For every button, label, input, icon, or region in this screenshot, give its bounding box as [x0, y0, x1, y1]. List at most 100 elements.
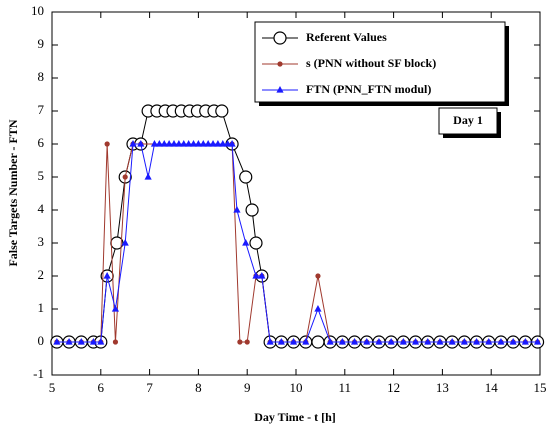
marker	[97, 338, 105, 345]
marker	[103, 272, 111, 279]
y-tick-label: 4	[38, 201, 45, 216]
marker	[121, 239, 129, 246]
marker	[244, 339, 250, 345]
legend-label: Referent Values	[306, 30, 387, 44]
marker	[122, 174, 128, 180]
x-tick-label: 10	[290, 380, 303, 395]
x-tick-label: 11	[339, 380, 352, 395]
marker	[185, 140, 193, 147]
marker	[144, 173, 152, 180]
annotation-box	[438, 107, 498, 135]
marker	[209, 140, 217, 147]
legend-label: FTN (PNN_FTN modul)	[306, 82, 431, 96]
marker	[266, 338, 274, 345]
legend-label: s (PNN without SF block)	[306, 56, 436, 70]
marker	[150, 140, 159, 147]
marker	[533, 338, 542, 345]
marker	[228, 140, 236, 147]
marker	[411, 338, 420, 345]
marker	[485, 338, 493, 345]
marker	[326, 338, 334, 345]
y-tick-label: 0	[38, 333, 45, 348]
marker	[314, 305, 322, 312]
marker	[521, 338, 529, 345]
marker	[239, 170, 253, 184]
marker	[175, 140, 183, 147]
marker	[497, 338, 505, 345]
y-tick-label: 6	[38, 135, 45, 150]
marker	[399, 338, 407, 345]
marker	[170, 140, 178, 147]
marker	[219, 140, 227, 147]
y-tick-label: 1	[38, 300, 45, 315]
marker	[165, 140, 173, 147]
marker	[189, 140, 198, 147]
marker	[277, 338, 285, 345]
marker	[204, 140, 212, 147]
x-tick-label: 8	[195, 380, 202, 395]
marker	[155, 140, 163, 147]
marker	[472, 338, 481, 345]
marker	[214, 140, 222, 147]
legend-marker	[277, 61, 283, 67]
marker	[137, 140, 145, 147]
y-tick-label: 5	[38, 168, 45, 183]
marker	[65, 338, 73, 345]
y-tick-label: 9	[38, 36, 45, 51]
marker	[302, 338, 310, 345]
marker	[104, 141, 110, 147]
y-tick-label: -1	[33, 366, 44, 381]
marker	[252, 272, 260, 279]
x-tick-label: 9	[244, 380, 251, 395]
legend-marker	[273, 31, 287, 45]
x-tick-label: 12	[387, 380, 400, 395]
marker	[233, 206, 241, 213]
marker	[180, 140, 188, 147]
marker	[387, 338, 395, 345]
y-tick-label: 3	[38, 234, 45, 249]
marker	[77, 338, 85, 345]
y-tick-label: 8	[38, 69, 45, 84]
marker	[111, 305, 120, 312]
marker	[53, 338, 61, 345]
marker	[375, 338, 383, 345]
marker	[160, 140, 168, 147]
x-tick-label: 7	[146, 380, 153, 395]
x-tick-label: 5	[49, 380, 56, 395]
marker	[249, 236, 263, 250]
x-tick-label: 14	[485, 380, 499, 395]
marker	[129, 140, 137, 147]
marker	[245, 203, 259, 217]
marker	[311, 335, 325, 349]
marker	[509, 338, 517, 345]
marker	[237, 339, 243, 345]
x-tick-label: 13	[436, 380, 449, 395]
marker	[448, 338, 456, 345]
x-axis-label: Day Time - t [h]	[254, 410, 336, 424]
marker	[460, 338, 468, 345]
marker	[215, 104, 229, 118]
legend-box	[254, 21, 506, 103]
marker	[242, 239, 250, 246]
y-tick-label: 7	[38, 102, 45, 117]
y-tick-label: 2	[38, 267, 45, 282]
legend-marker	[276, 86, 284, 93]
marker	[258, 272, 266, 279]
marker	[194, 140, 202, 147]
x-tick-label: 15	[534, 380, 547, 395]
marker	[289, 338, 298, 345]
marker	[350, 338, 359, 345]
marker	[424, 338, 432, 345]
x-tick-label: 6	[98, 380, 105, 395]
marker	[89, 338, 98, 345]
marker	[436, 338, 444, 345]
marker	[363, 338, 371, 345]
marker	[315, 273, 321, 279]
marker	[112, 339, 119, 345]
y-axis-label: False Targets Number - FTN	[6, 119, 20, 266]
marker	[338, 338, 346, 345]
marker	[199, 140, 207, 147]
annotation: Day 1	[453, 113, 483, 127]
y-tick-label: 10	[31, 3, 44, 18]
